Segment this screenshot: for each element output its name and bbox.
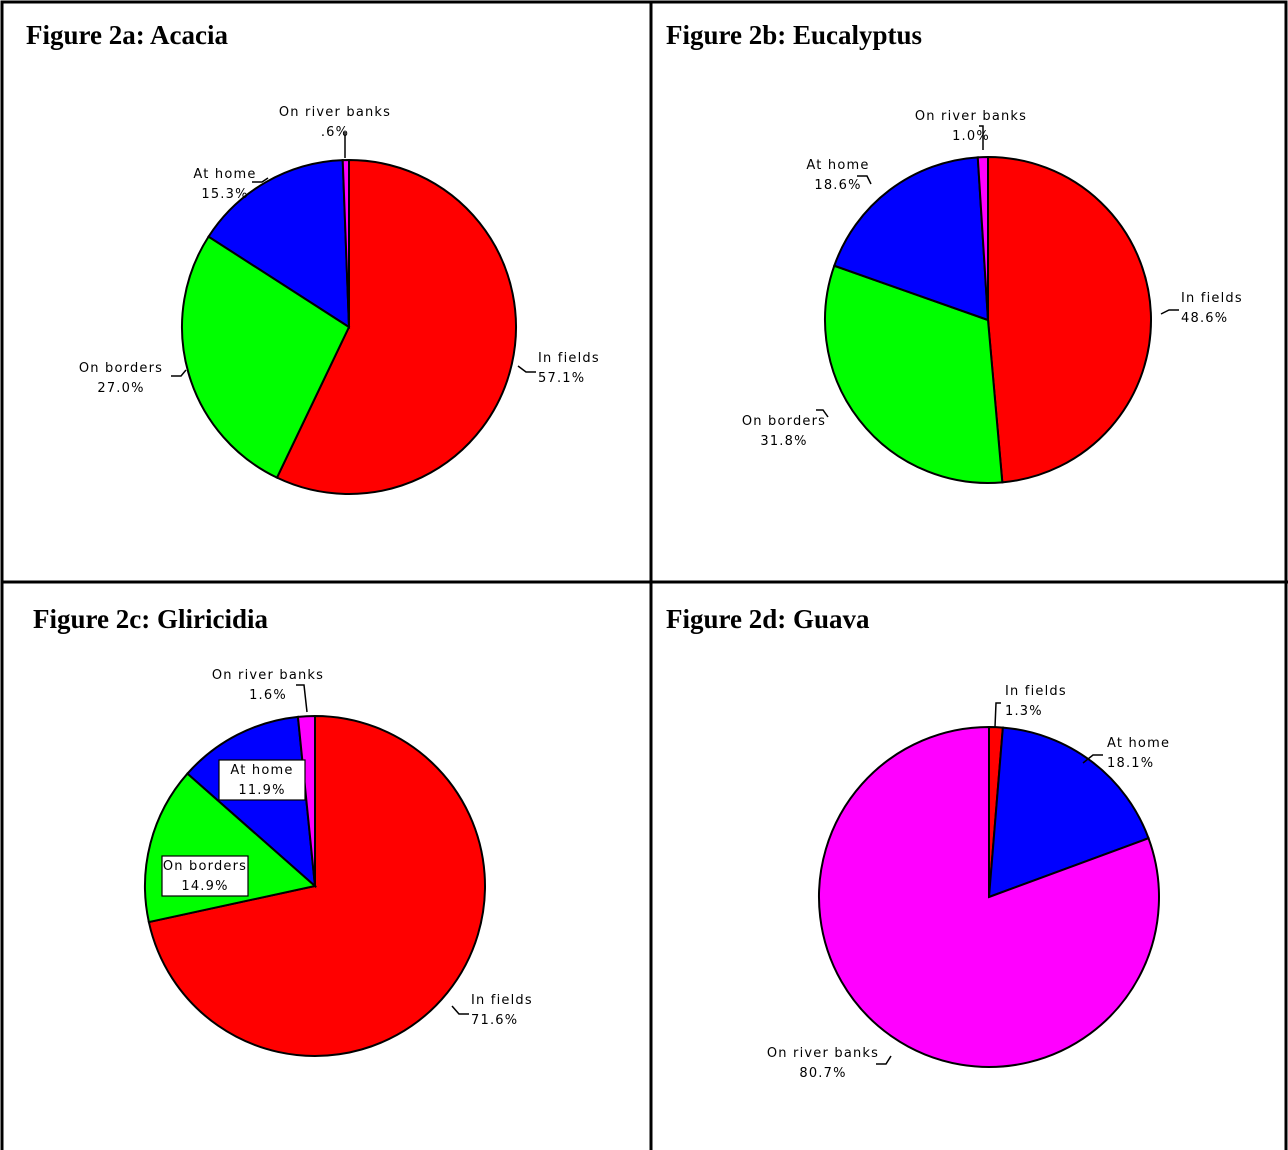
slice-value-label: 18.1%	[1107, 756, 1154, 771]
pie-slice-in-fields	[147, 714, 486, 1057]
slice-value-label: 1.6%	[249, 688, 287, 703]
slice-value-label: 1.3%	[1005, 704, 1043, 719]
panel-eucalyptus: Figure 2b: Eucalyptus In fields 48.6% On b…	[651, 0, 1288, 582]
leader-line	[517, 365, 536, 373]
slice-category-label: On borders	[163, 859, 247, 874]
slice-label-on-borders: On borders 27.0%	[79, 361, 187, 396]
pie-slice-on-river-banks	[341, 158, 350, 328]
panel-gliricidia: Figure 2c: Gliricidia In fields 71.6% On b…	[0, 582, 651, 1150]
slice-value-label: 18.6%	[814, 178, 861, 193]
pie-slice-on-river-banks	[818, 725, 1160, 1068]
pie-slice-at-home	[833, 156, 990, 322]
slice-category-label: On river banks	[279, 105, 391, 120]
leader-line	[1160, 309, 1179, 315]
slice-label-in-fields: In fields 1.3%	[994, 684, 1067, 728]
slice-label-on-river-banks: On river banks 1.6%	[212, 668, 324, 713]
slice-category-label: On river banks	[915, 109, 1027, 124]
leader-line	[979, 125, 984, 150]
slice-label-on-borders: On borders 14.9%	[161, 855, 249, 897]
leader-line	[857, 175, 872, 185]
slice-value-label: 31.8%	[760, 434, 807, 449]
slice-value-label: 71.6%	[471, 1013, 518, 1028]
leader-line	[252, 177, 269, 183]
panel-title: Figure 2a: Acacia	[26, 20, 228, 50]
leader-line	[1082, 754, 1103, 764]
slice-value-label: 11.9%	[238, 783, 285, 798]
slice-category-label: On river banks	[767, 1046, 879, 1061]
slice-label-on-river-banks: On river banks 80.7%	[767, 1046, 892, 1081]
leader-line	[451, 1005, 469, 1015]
pie-slice-in-fields	[987, 155, 1152, 484]
pie-slice-on-borders	[180, 235, 351, 479]
panel-title: Figure 2d: Guava	[666, 604, 870, 634]
pie-chart-eucalyptus: In fields 48.6% On borders 31.8% At home 18.6…	[742, 109, 1243, 484]
slice-value-label: 80.7%	[799, 1066, 846, 1081]
label-box	[161, 855, 249, 897]
slice-value-label: 14.9%	[181, 879, 228, 894]
slice-category-label: At home	[806, 158, 869, 173]
panel-title: Figure 2c: Gliricidia	[33, 604, 268, 634]
slice-category-label: At home	[230, 763, 293, 778]
slice-label-at-home: At home 11.9%	[218, 759, 306, 801]
slice-category-label: On borders	[742, 414, 826, 429]
slice-label-on-river-banks: On river banks 1.0%	[915, 109, 1027, 150]
pie-chart-gliricidia: In fields 71.6% On borders 14.9% At home 11.9…	[144, 668, 533, 1057]
leader-line	[171, 369, 187, 377]
slice-category-label: On borders	[79, 361, 163, 376]
pie-slice-on-borders	[824, 264, 1004, 484]
leader-line	[994, 702, 1001, 728]
slice-value-label: .6%	[321, 125, 349, 140]
slice-label-at-home: At home 15.3%	[193, 167, 269, 202]
panel-acacia: Figure 2a: Acacia In fields 57.1% On borde…	[0, 0, 651, 582]
slice-label-in-fields: In fields 71.6%	[451, 993, 533, 1028]
slice-value-label: 15.3%	[201, 187, 248, 202]
pie-slice-on-river-banks	[296, 714, 316, 887]
slice-label-in-fields: In fields 48.6%	[1160, 291, 1243, 326]
pie-slice-in-fields	[275, 158, 517, 495]
pie-slice-at-home	[207, 159, 351, 329]
leader-line	[816, 409, 829, 418]
panel-guava: Figure 2d: Guava In fields 1.3% At home 18.…	[651, 582, 1288, 1150]
slice-label-in-fields: In fields 57.1%	[517, 351, 600, 386]
pie-slice-on-river-banks	[976, 155, 989, 321]
leader-line	[876, 1055, 892, 1065]
slice-value-label: 27.0%	[97, 381, 144, 396]
pie-chart-guava: In fields 1.3% At home 18.1% On river banks 8…	[767, 684, 1170, 1081]
pie-slice-at-home	[987, 726, 1150, 899]
slice-category-label: In fields	[538, 351, 600, 366]
slice-label-at-home: At home 18.6%	[806, 158, 872, 193]
slice-label-on-borders: On borders 31.8%	[742, 409, 829, 449]
pie-slice-at-home	[186, 715, 317, 889]
slice-category-label: In fields	[1181, 291, 1243, 306]
leader-line	[296, 684, 308, 713]
pie-chart-acacia: In fields 57.1% On borders 27.0% At home 15.3…	[79, 105, 600, 495]
panel-title: Figure 2b: Eucalyptus	[666, 20, 923, 50]
slice-label-on-river-banks: On river banks .6%	[279, 105, 391, 158]
slice-category-label: In fields	[1005, 684, 1067, 699]
slice-category-label: In fields	[471, 993, 533, 1008]
slice-value-label: 57.1%	[538, 371, 585, 386]
slice-value-label: 1.0%	[952, 129, 990, 144]
slice-label-at-home: At home 18.1%	[1082, 736, 1170, 771]
slice-category-label: At home	[1107, 736, 1170, 751]
label-box	[218, 759, 306, 801]
slice-category-label: At home	[193, 167, 256, 182]
slice-value-label: 48.6%	[1181, 311, 1228, 326]
slice-category-label: On river banks	[212, 668, 324, 683]
